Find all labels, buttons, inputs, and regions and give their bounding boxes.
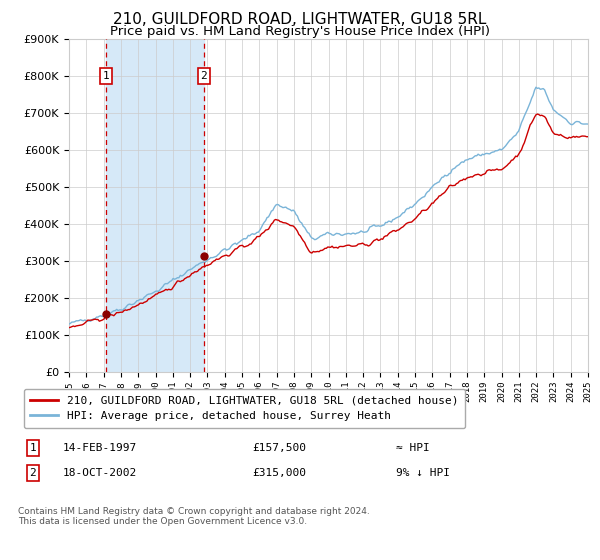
Legend: 210, GUILDFORD ROAD, LIGHTWATER, GU18 5RL (detached house), HPI: Average price, : 210, GUILDFORD ROAD, LIGHTWATER, GU18 5R… [23, 389, 465, 428]
Text: £315,000: £315,000 [252, 468, 306, 478]
Text: 14-FEB-1997: 14-FEB-1997 [63, 443, 137, 453]
Text: Contains HM Land Registry data © Crown copyright and database right 2024.
This d: Contains HM Land Registry data © Crown c… [18, 507, 370, 526]
Text: 2: 2 [29, 468, 37, 478]
Text: 1: 1 [29, 443, 37, 453]
Text: £157,500: £157,500 [252, 443, 306, 453]
Text: 210, GUILDFORD ROAD, LIGHTWATER, GU18 5RL: 210, GUILDFORD ROAD, LIGHTWATER, GU18 5R… [113, 12, 487, 27]
Text: 2: 2 [200, 71, 208, 81]
Text: Price paid vs. HM Land Registry's House Price Index (HPI): Price paid vs. HM Land Registry's House … [110, 25, 490, 38]
Bar [106, 39, 204, 372]
Text: 18-OCT-2002: 18-OCT-2002 [63, 468, 137, 478]
Text: 9% ↓ HPI: 9% ↓ HPI [396, 468, 450, 478]
Text: ≈ HPI: ≈ HPI [396, 443, 430, 453]
Text: 1: 1 [103, 71, 109, 81]
